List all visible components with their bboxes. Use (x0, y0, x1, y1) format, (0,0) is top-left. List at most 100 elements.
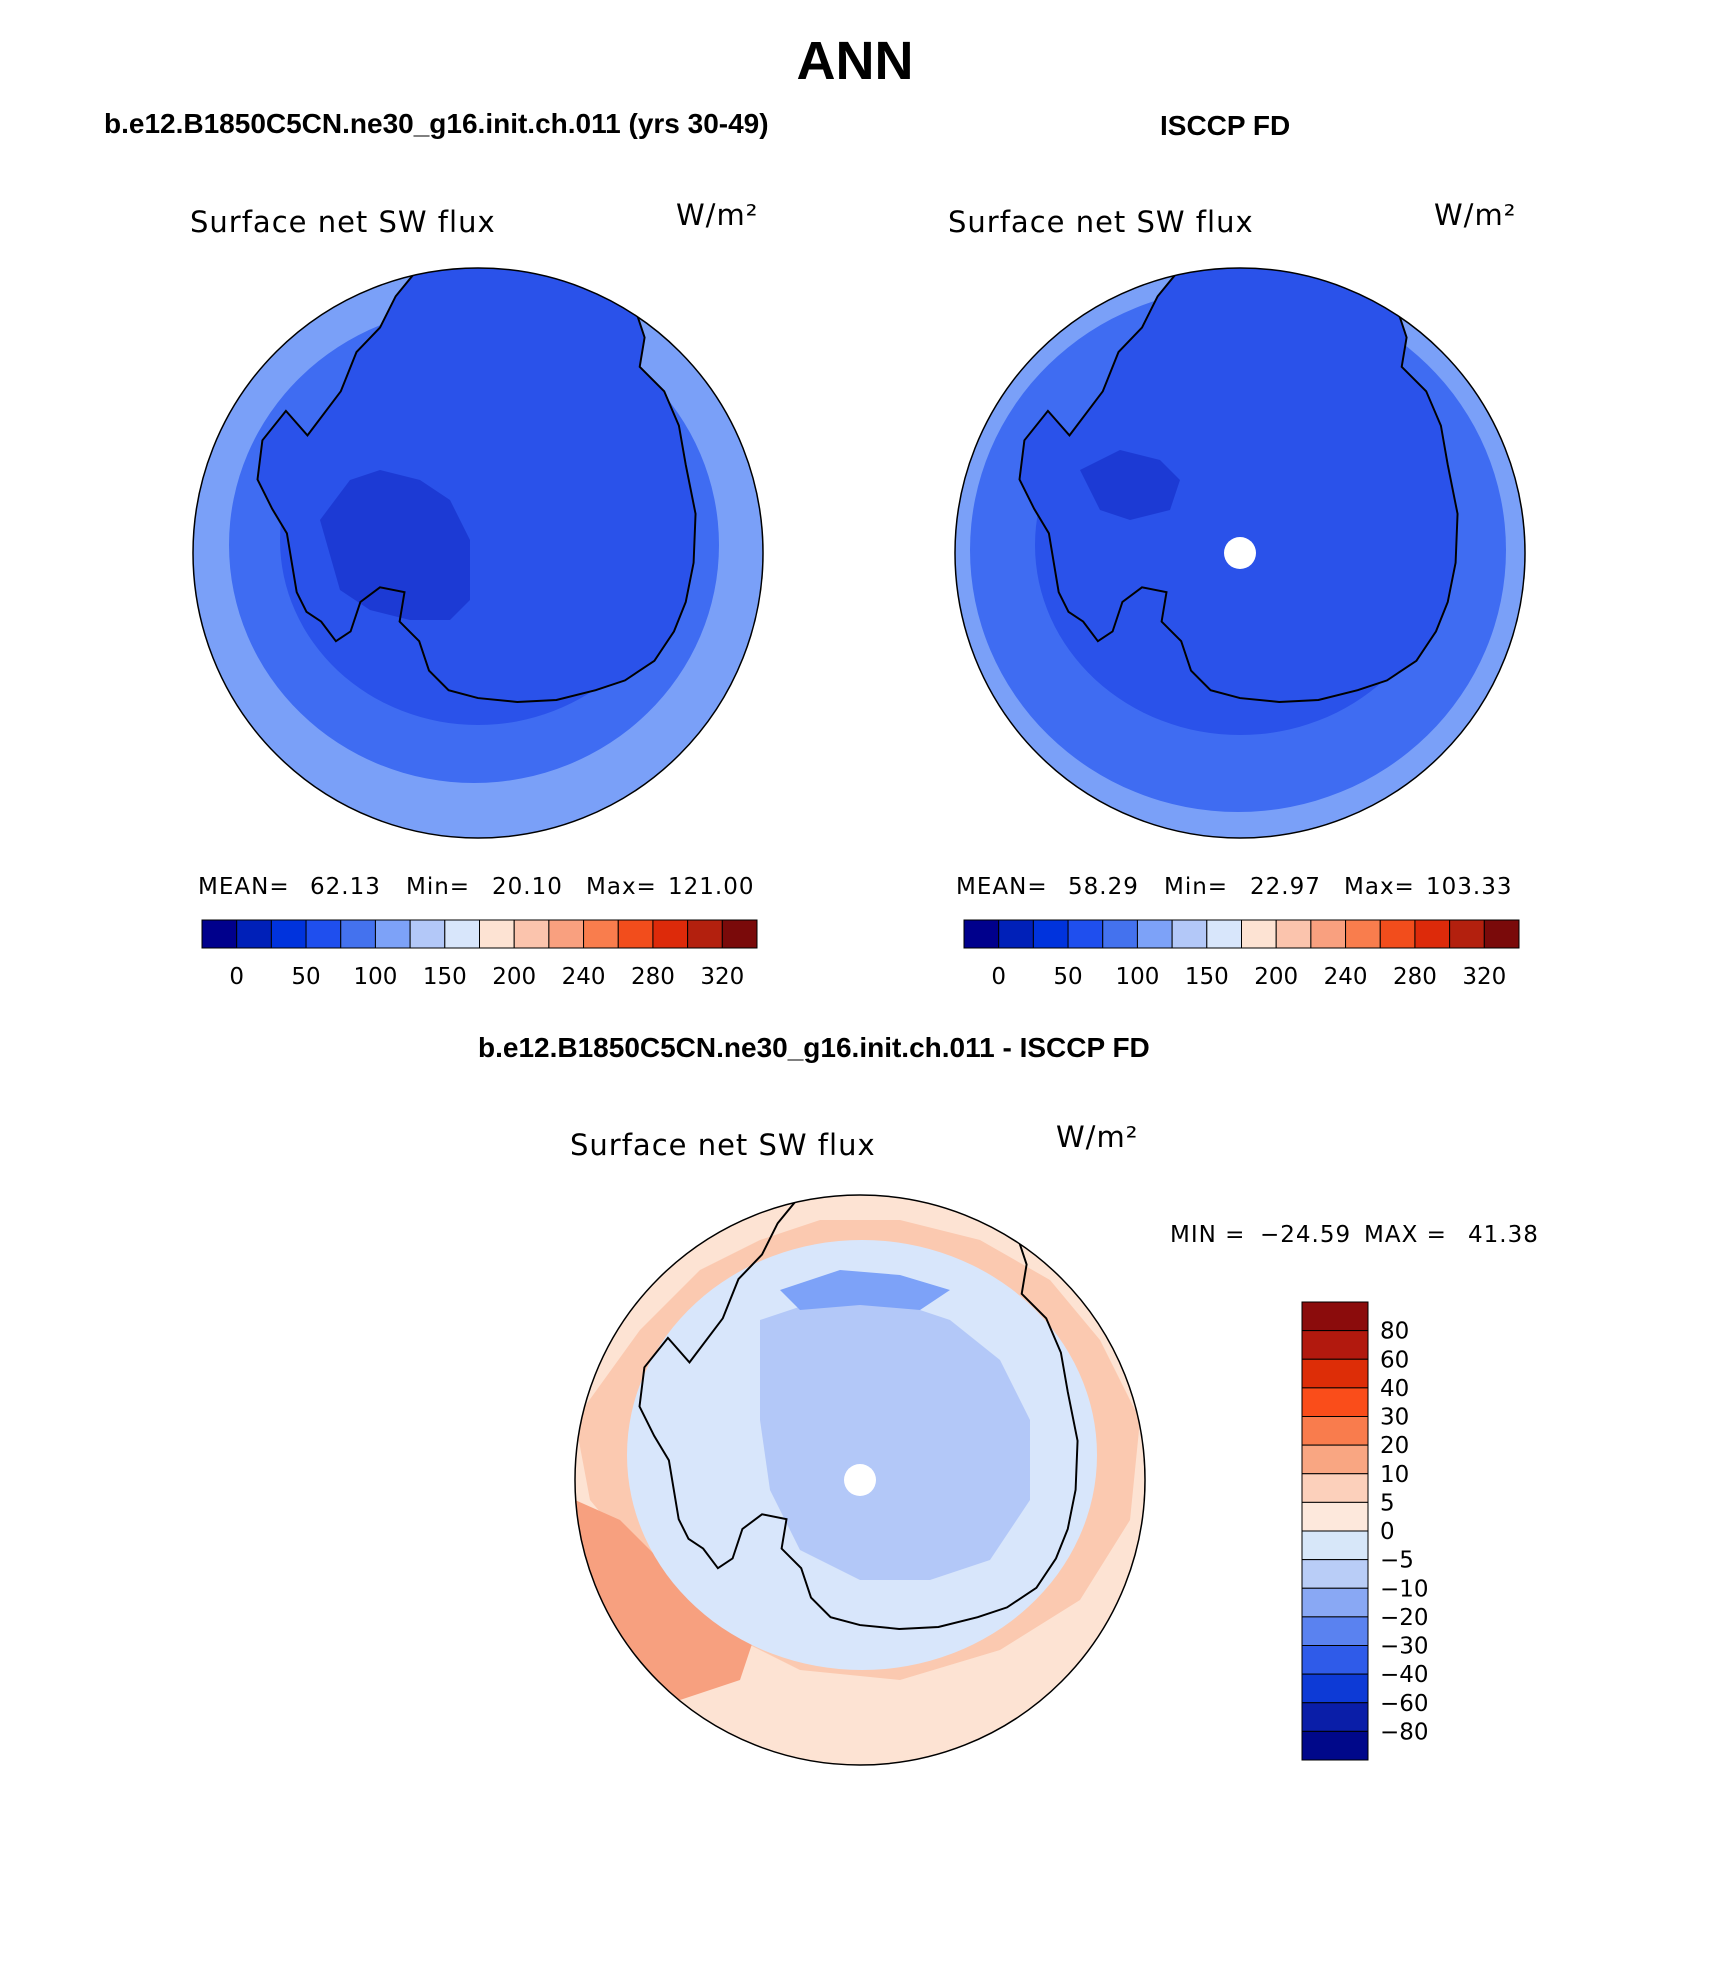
obs-colorbar-tick-label: 150 (1185, 964, 1229, 990)
model-colorbar-swatch (270, 919, 307, 949)
obs-colorbar: 0 50 100 150 200 240 280 320 (963, 919, 1520, 990)
diff-colorbar-swatch (1301, 1616, 1369, 1646)
diff-colorbar-tick-label: −40 (1380, 1662, 1429, 1688)
obs-colorbar-swatch (1102, 919, 1138, 949)
diff-colorbar-swatch (1301, 1444, 1369, 1475)
obs-variable-label: Surface net SW flux (948, 205, 1254, 239)
model-max-value: 121.00 (668, 874, 755, 900)
obs-min-label: Min= (1164, 874, 1229, 900)
obs-pole-gap (1224, 537, 1256, 569)
model-variable-label: Surface net SW flux (190, 205, 496, 239)
model-colorbar-tick-label: 280 (631, 964, 675, 990)
diff-colorbar-tick-label: −20 (1380, 1605, 1429, 1631)
obs-map (955, 268, 1525, 838)
model-units-label: W/m² (676, 198, 759, 232)
diff-colorbar-tick-label: −30 (1380, 1634, 1429, 1660)
model-colorbar-tick-label: 50 (291, 964, 320, 990)
obs-colorbar-swatch (1206, 919, 1242, 949)
obs-max-label: Max= (1344, 874, 1415, 900)
obs-colorbar-swatch (1136, 919, 1173, 949)
diff-colorbar-tick-label: 0 (1380, 1519, 1395, 1545)
diff-variable-label: Surface net SW flux (570, 1128, 876, 1162)
model-colorbar-tick-label: 240 (562, 964, 606, 990)
obs-colorbar-swatch (1414, 919, 1451, 949)
model-colorbar-swatch (513, 919, 550, 949)
diff-map (575, 1195, 1145, 1765)
obs-min-value: 22.97 (1250, 874, 1321, 900)
diff-colorbar-tick-label: −60 (1380, 1691, 1429, 1717)
model-min-label: Min= (406, 874, 471, 900)
obs-colorbar-swatch (1345, 919, 1381, 949)
obs-colorbar-tick-label: 320 (1462, 964, 1506, 990)
model-colorbar-swatch (236, 919, 272, 949)
model-case-title: b.e12.B1850C5CN.ne30_g16.init.ch.011 (yr… (104, 108, 769, 139)
obs-colorbar-tick-label: 280 (1393, 964, 1437, 990)
obs-colorbar-swatch (1171, 919, 1208, 949)
obs-colorbar-swatch (1032, 919, 1069, 949)
obs-colorbar-swatch (1379, 919, 1416, 949)
model-colorbar-tick-label: 100 (353, 964, 397, 990)
diff-min-value: −24.59 (1260, 1222, 1352, 1248)
obs-colorbar-tick-label: 200 (1254, 964, 1298, 990)
obs-colorbar-tick-label: 50 (1053, 964, 1082, 990)
diff-interior-negative (760, 1300, 1030, 1580)
diff-units-label: W/m² (1056, 1120, 1139, 1154)
model-colorbar-swatch (721, 919, 758, 949)
diff-colorbar-tick-label: 20 (1380, 1433, 1409, 1459)
model-colorbar-swatch (583, 919, 619, 949)
diff-colorbar-tick-label: 60 (1380, 1347, 1409, 1373)
diff-colorbar-tick-label: 40 (1380, 1376, 1409, 1402)
diff-colorbar-swatch (1301, 1330, 1369, 1360)
diff-colorbar-tick-label: −10 (1380, 1576, 1429, 1602)
model-west-antarctic-minimum (320, 470, 470, 620)
diff-max-value: 41.38 (1468, 1222, 1539, 1248)
diff-colorbar-swatch (1301, 1387, 1369, 1417)
obs-case-title: ISCCP FD (1160, 110, 1291, 141)
model-colorbar-tick-label: 0 (229, 964, 244, 990)
obs-units-label: W/m² (1434, 198, 1517, 232)
diff-pole-gap (844, 1464, 876, 1496)
model-mean-value: 62.13 (310, 874, 381, 900)
model-max-label: Max= (586, 874, 657, 900)
model-colorbar-swatch (687, 919, 723, 949)
diff-colorbar-tick-label: 10 (1380, 1462, 1409, 1488)
diff-colorbar-swatch (1301, 1301, 1369, 1332)
obs-colorbar-swatch (998, 919, 1034, 949)
page-title: ANN (796, 31, 914, 91)
diff-colorbar-tick-label: 80 (1380, 1319, 1409, 1345)
model-colorbar-swatch (409, 919, 446, 949)
model-colorbar-swatch (374, 919, 411, 949)
model-colorbar-swatch (340, 919, 376, 949)
model-colorbar-swatch (444, 919, 480, 949)
diff-colorbar-swatch (1301, 1587, 1369, 1618)
model-colorbar-swatch (617, 919, 654, 949)
model-min-value: 20.10 (492, 874, 563, 900)
diff-case-title: b.e12.B1850C5CN.ne30_g16.init.ch.011 - I… (478, 1032, 1150, 1063)
model-colorbar: 0 50 100 150 200 240 280 320 (201, 919, 758, 990)
obs-colorbar-swatch (1449, 919, 1485, 949)
obs-colorbar-tick-label: 0 (991, 964, 1006, 990)
diff-colorbar-swatch (1301, 1530, 1369, 1561)
diff-colorbar-tick-label: 30 (1380, 1405, 1409, 1431)
obs-colorbar-swatch (1483, 919, 1520, 949)
diff-colorbar-swatch (1301, 1473, 1369, 1503)
obs-colorbar-swatch (1310, 919, 1347, 949)
diff-map-border (574, 1194, 1146, 1766)
diff-colorbar-swatch (1301, 1416, 1369, 1446)
model-colorbar-swatch (201, 919, 238, 949)
model-colorbar-swatch (548, 919, 585, 949)
diff-colorbar-tick-label: −80 (1380, 1719, 1429, 1745)
obs-map-border (954, 267, 1526, 839)
diff-max-label: MAX = (1364, 1222, 1447, 1248)
model-map (193, 268, 763, 838)
diff-colorbar-swatch (1301, 1730, 1369, 1761)
diff-colorbar-swatch (1301, 1559, 1369, 1589)
diff-weddell-negative (780, 1270, 950, 1310)
model-colorbar-swatch (479, 919, 515, 949)
model-colorbar-tick-label: 150 (423, 964, 467, 990)
diff-colorbar-swatch (1301, 1673, 1369, 1704)
obs-colorbar-swatch (963, 919, 1000, 949)
model-colorbar-tick-label: 320 (700, 964, 744, 990)
